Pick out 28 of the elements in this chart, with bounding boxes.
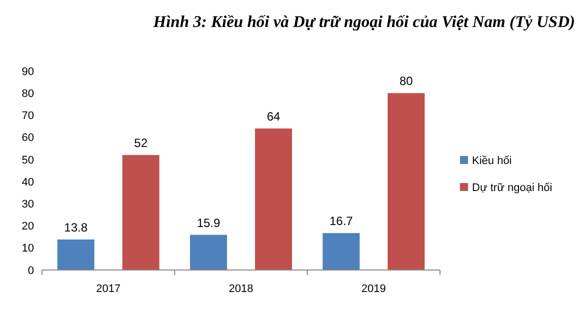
x-tick-label: 2017 xyxy=(96,283,121,295)
y-tick-label: 10 xyxy=(22,242,34,255)
y-tick-label: 20 xyxy=(22,220,34,233)
bar xyxy=(388,93,425,270)
y-tick-label: 60 xyxy=(22,132,34,144)
y-tick-label: 90 xyxy=(22,66,34,78)
chart-title: Hình 3: Kiều hối và Dự trữ ngoại hối của Việt Nam (Tỷ USD) xyxy=(152,12,575,31)
y-tick-label: 30 xyxy=(22,198,34,211)
y-tick-label: 80 xyxy=(22,88,34,100)
data-label: 16.7 xyxy=(329,214,354,228)
data-label: 64 xyxy=(266,109,280,124)
bar xyxy=(322,233,360,270)
bar xyxy=(255,128,292,270)
y-tick-label: 0 xyxy=(28,264,34,277)
bar xyxy=(190,234,227,270)
data-label: 13.8 xyxy=(64,220,88,234)
data-label: 52 xyxy=(134,136,148,150)
bar xyxy=(57,239,94,270)
y-tick-label: 70 xyxy=(22,110,34,122)
data-label: 80 xyxy=(399,74,414,88)
data-label: 15.9 xyxy=(196,216,220,230)
x-tick-label: 2018 xyxy=(228,283,254,295)
y-tick-label: 50 xyxy=(22,154,34,166)
legend-label: Kiều hối xyxy=(472,154,512,167)
y-tick-label: 40 xyxy=(22,176,34,188)
bar xyxy=(122,155,160,270)
x-tick-label: 2019 xyxy=(361,283,386,295)
legend-label: Dự trữ ngoại hối xyxy=(472,182,552,194)
